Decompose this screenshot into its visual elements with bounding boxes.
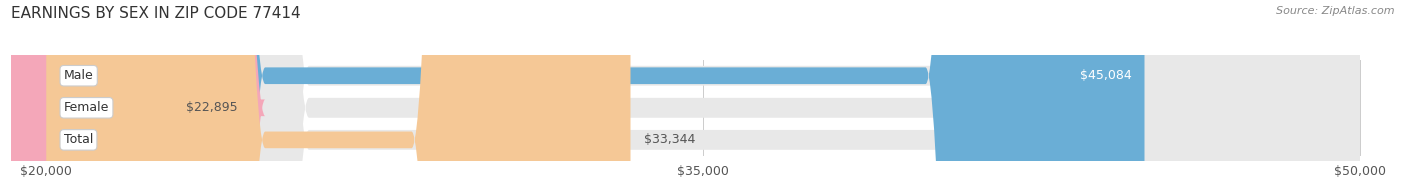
FancyBboxPatch shape: [46, 0, 1360, 196]
Text: $33,344: $33,344: [644, 133, 695, 146]
FancyBboxPatch shape: [46, 0, 1144, 196]
Text: $22,895: $22,895: [186, 101, 238, 114]
FancyBboxPatch shape: [46, 0, 1360, 196]
FancyBboxPatch shape: [46, 0, 1360, 196]
Text: Total: Total: [63, 133, 93, 146]
Text: Male: Male: [63, 69, 94, 82]
FancyBboxPatch shape: [46, 0, 630, 196]
Text: $45,084: $45,084: [1080, 69, 1132, 82]
Text: Female: Female: [63, 101, 110, 114]
FancyBboxPatch shape: [0, 0, 266, 196]
Text: Source: ZipAtlas.com: Source: ZipAtlas.com: [1277, 6, 1395, 16]
Text: EARNINGS BY SEX IN ZIP CODE 77414: EARNINGS BY SEX IN ZIP CODE 77414: [11, 6, 301, 21]
